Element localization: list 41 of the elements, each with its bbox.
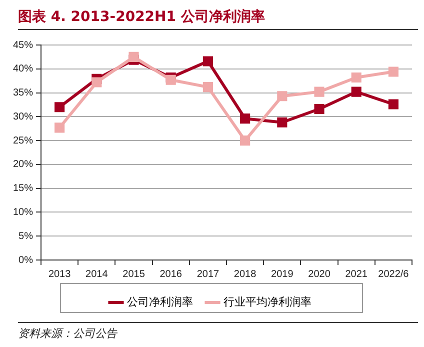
point [388, 99, 398, 110]
point [240, 136, 250, 146]
x-tick-label: 2021 [345, 268, 368, 280]
point [351, 72, 362, 83]
point [277, 117, 288, 128]
point [54, 122, 65, 133]
point [92, 77, 102, 88]
point [388, 66, 398, 77]
point [240, 114, 250, 124]
y-tick-label: 30% [13, 111, 34, 122]
point [202, 82, 213, 92]
point [314, 86, 324, 97]
point [202, 56, 213, 66]
y-tick-label: 15% [13, 183, 34, 194]
point [351, 86, 362, 97]
y-tick-label: 0% [18, 254, 34, 266]
point [314, 104, 324, 114]
y-tick-label: 20% [13, 159, 34, 170]
y-tick-label: 45% [13, 40, 34, 51]
x-tick-label: 2016 [160, 268, 182, 280]
x-tick-label: 2019 [271, 268, 294, 280]
y-tick-label: 10% [13, 206, 34, 218]
x-tick-label: 2015 [122, 268, 146, 280]
text: 资料来源：公司公告 [18, 322, 418, 341]
point [54, 102, 65, 112]
chart-title: 图表 4. 2013-2022H1 公司净利润率 [18, 8, 418, 30]
point [277, 91, 288, 102]
legend-label: 公司净利润率 [127, 295, 193, 308]
x-tick-label: 2018 [234, 268, 257, 280]
point [166, 74, 176, 85]
y-tick-label: 25% [13, 135, 34, 146]
x-tick-label: 2022/6 [378, 268, 410, 280]
x-tick-label: 2013 [48, 268, 72, 280]
y-tick-label: 40% [13, 64, 34, 75]
x-tick-label: 2014 [86, 268, 108, 280]
x-tick-label: 2017 [196, 268, 220, 280]
x-tick-label: 2020 [308, 268, 331, 280]
y-tick-label: 5% [18, 230, 34, 242]
y-tick-label: 35% [13, 88, 34, 99]
legend-label: 行业平均净利润率 [224, 295, 312, 308]
point [128, 52, 139, 62]
